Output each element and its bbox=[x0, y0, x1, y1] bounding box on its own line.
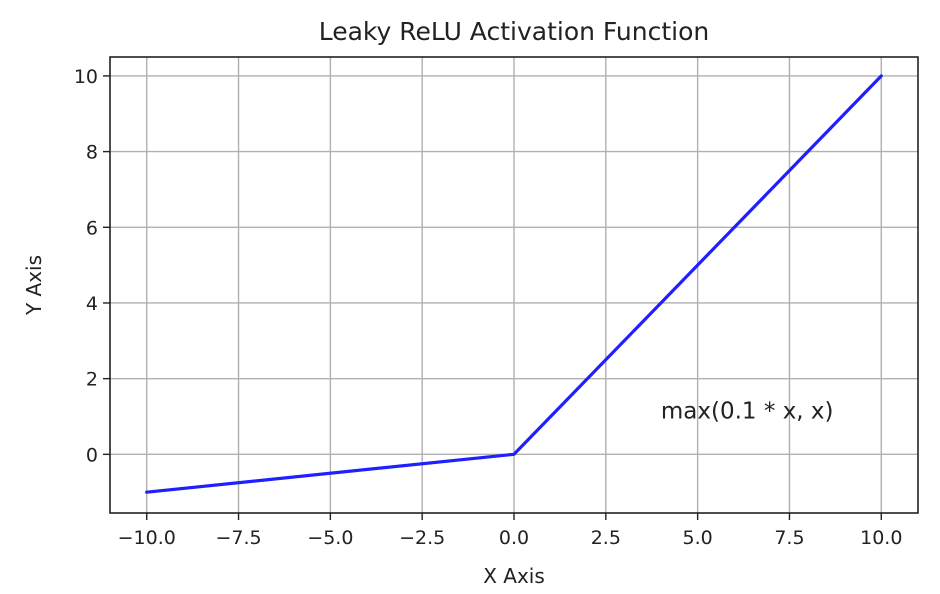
x-tick-label-1: −7.5 bbox=[215, 527, 261, 549]
y-tick-label-0: 0 bbox=[86, 444, 98, 466]
x-tick-label-2: −5.0 bbox=[307, 527, 353, 549]
x-tick-label-5: 2.5 bbox=[591, 527, 621, 549]
chart-title: Leaky ReLU Activation Function bbox=[319, 17, 710, 46]
y-tick-label-4: 8 bbox=[86, 142, 98, 164]
y-tick-label-5: 10 bbox=[74, 66, 98, 88]
x-tick-label-4: 0.0 bbox=[499, 527, 529, 549]
axis-ticks: −10.0 −7.5 −5.0 −2.5 0.0 2.5 5.0 7.5 10.0 0 2 4 6 8 10 bbox=[74, 66, 903, 549]
x-tick-label-0: −10.0 bbox=[118, 527, 176, 549]
grid-lines bbox=[110, 57, 918, 513]
x-axis-label: X Axis bbox=[483, 564, 545, 588]
series-layer bbox=[145, 74, 883, 494]
annotation-layer: max(0.1 * x, x) bbox=[661, 398, 834, 424]
y-tick-label-3: 6 bbox=[86, 217, 98, 239]
y-tick-label-2: 4 bbox=[86, 293, 98, 315]
y-axis-label: Y Axis bbox=[22, 255, 46, 316]
x-tick-label-6: 5.0 bbox=[683, 527, 713, 549]
x-tick-label-8: 10.0 bbox=[860, 527, 902, 549]
y-tick-label-1: 2 bbox=[86, 369, 98, 391]
x-tick-label-3: −2.5 bbox=[399, 527, 445, 549]
series-line-0 bbox=[145, 74, 883, 494]
annotation-text-0: max(0.1 * x, x) bbox=[661, 398, 834, 424]
x-tick-label-7: 7.5 bbox=[774, 527, 804, 549]
